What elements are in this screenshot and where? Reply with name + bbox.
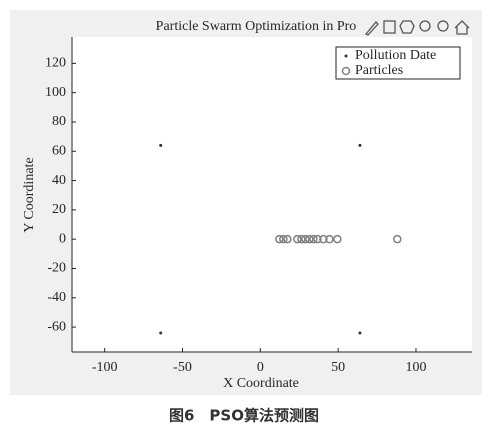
y-tick-label: -20 xyxy=(47,261,66,276)
toolbar[interactable] xyxy=(364,20,470,36)
axes-background xyxy=(72,37,472,352)
x-axis-label: X Coordinate xyxy=(223,376,299,391)
data-point xyxy=(275,234,284,244)
data-point xyxy=(297,234,306,244)
data-point xyxy=(159,143,163,147)
data-point xyxy=(358,143,362,147)
legend-label: Particles xyxy=(355,63,403,78)
x-tick-label: -50 xyxy=(173,360,192,375)
y-tick-label: -40 xyxy=(47,290,66,305)
home-icon[interactable] xyxy=(454,20,470,35)
legend-label: Pollution Date xyxy=(355,48,436,63)
data-point xyxy=(283,234,292,244)
zoom-out-icon[interactable] xyxy=(437,20,449,32)
y-tick-label: 80 xyxy=(52,114,66,129)
y-tick-label: 40 xyxy=(52,173,66,188)
chart-title: Particle Swarm Optimization in Pro xyxy=(156,19,357,34)
y-tick-label: -60 xyxy=(47,319,66,334)
x-tick-label: 0 xyxy=(257,360,264,375)
brush-icon[interactable] xyxy=(364,21,379,36)
data-point xyxy=(279,234,288,244)
y-axis-label: Y Coordinate xyxy=(22,157,37,232)
legend-marker xyxy=(344,54,348,58)
data-point xyxy=(319,234,328,244)
data-point xyxy=(301,234,310,244)
y-tick-label: 100 xyxy=(45,85,66,100)
data-point xyxy=(325,234,334,244)
zoom-in-icon[interactable] xyxy=(419,20,431,32)
data-point xyxy=(313,234,322,244)
y-tick-label: 20 xyxy=(52,202,66,217)
x-tick-label: 50 xyxy=(331,360,345,375)
data-point xyxy=(159,331,163,335)
pan-icon[interactable] xyxy=(399,20,415,34)
data-point xyxy=(358,331,362,335)
y-tick-label: 60 xyxy=(52,143,66,158)
data-point xyxy=(293,234,302,244)
caption: 图6 PSO算法预测图 xyxy=(169,407,319,425)
legend-marker xyxy=(341,66,351,76)
y-tick-label: 120 xyxy=(45,56,66,71)
data-point xyxy=(333,234,342,244)
y-tick-label: 0 xyxy=(59,231,66,246)
data-point xyxy=(309,234,318,244)
legend-box xyxy=(335,46,461,80)
data-point xyxy=(305,234,314,244)
x-tick-label: -100 xyxy=(92,360,118,375)
x-tick-label: 100 xyxy=(405,360,426,375)
data-point xyxy=(393,234,402,244)
datatip-icon[interactable] xyxy=(383,20,396,34)
